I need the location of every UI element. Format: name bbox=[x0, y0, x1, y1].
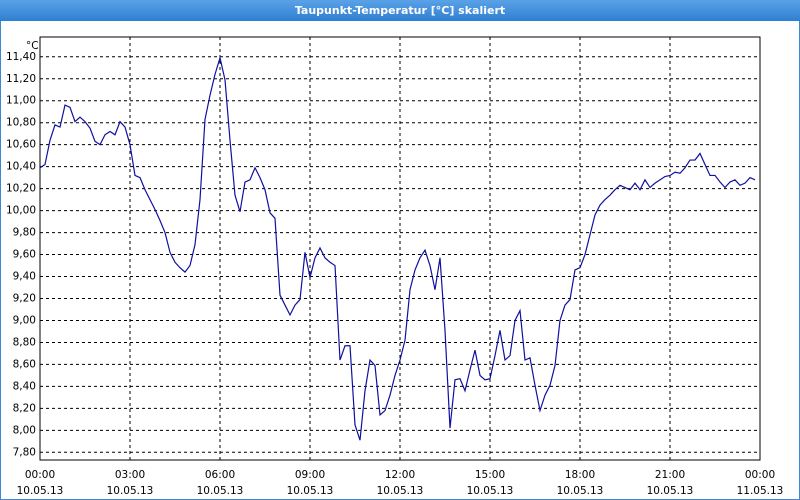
chart-title: Taupunkt-Temperatur [°C] skaliert bbox=[295, 4, 505, 17]
y-tick-label: 7,80 bbox=[13, 446, 36, 458]
x-tick-date: 10.05.13 bbox=[197, 485, 244, 497]
x-tick-date: 10.05.13 bbox=[377, 485, 424, 497]
x-tick-date: 10.05.13 bbox=[107, 485, 154, 497]
y-tick-label: 11,00 bbox=[6, 95, 36, 107]
x-tick-label: 03:00 bbox=[115, 469, 145, 481]
y-tick-label: 9,80 bbox=[13, 227, 36, 239]
y-unit: °C bbox=[26, 40, 39, 52]
x-tick-label: 15:00 bbox=[475, 469, 505, 481]
x-tick-label: 00:00 bbox=[745, 469, 775, 481]
x-tick-label: 12:00 bbox=[385, 469, 415, 481]
data-line bbox=[39, 55, 756, 441]
y-tick-label: 11,20 bbox=[6, 73, 36, 85]
y-tick-label: 9,40 bbox=[13, 271, 36, 283]
x-tick-label: 21:00 bbox=[655, 469, 685, 481]
y-tick-label: 8,40 bbox=[13, 380, 36, 392]
plot-frame bbox=[39, 36, 761, 461]
y-tick-label: 9,20 bbox=[13, 292, 36, 304]
y-tick-label: 8,00 bbox=[13, 424, 36, 436]
x-tick-date: 10.05.13 bbox=[287, 485, 334, 497]
x-tick-date: 10.05.13 bbox=[557, 485, 604, 497]
title-bar bbox=[0, 0, 800, 21]
y-tick-label: 10,00 bbox=[6, 205, 36, 217]
x-tick-date: 11.05.13 bbox=[737, 485, 784, 497]
x-tick-date: 10.05.13 bbox=[467, 485, 514, 497]
x-tick-label: 09:00 bbox=[295, 469, 325, 481]
x-tick-label: 00:00 bbox=[25, 469, 55, 481]
y-tick-label: 10,20 bbox=[6, 183, 36, 195]
y-tick-label: 10,80 bbox=[6, 117, 36, 129]
y-tick-label: 8,60 bbox=[13, 358, 36, 370]
x-tick-date: 10.05.13 bbox=[647, 485, 694, 497]
x-tick-date: 10.05.13 bbox=[17, 485, 64, 497]
y-tick-label: 10,60 bbox=[6, 139, 36, 151]
y-tick-label: 11,40 bbox=[6, 51, 36, 63]
y-tick-label: 10,40 bbox=[6, 161, 36, 173]
y-tick-label: 9,00 bbox=[13, 314, 36, 326]
x-tick-label: 06:00 bbox=[205, 469, 235, 481]
y-tick-label: 9,60 bbox=[13, 249, 36, 261]
y-tick-label: 8,20 bbox=[13, 402, 36, 414]
y-tick-label: 8,80 bbox=[13, 336, 36, 348]
x-tick-label: 18:00 bbox=[565, 469, 595, 481]
